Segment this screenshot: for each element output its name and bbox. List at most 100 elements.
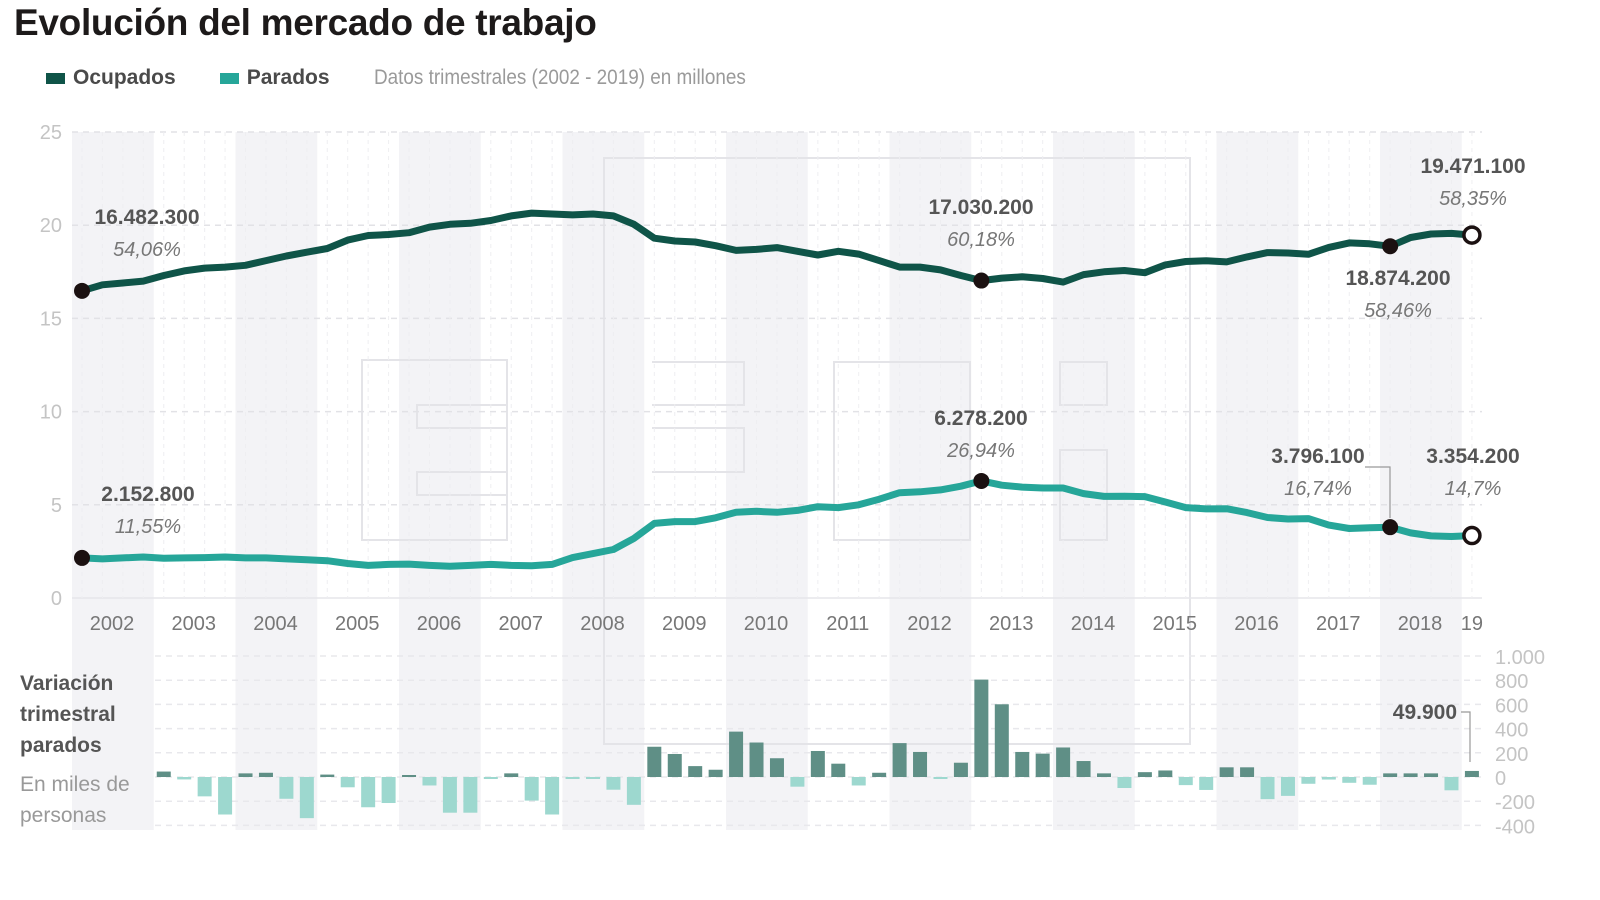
variation-bar xyxy=(1403,773,1418,777)
variation-bar xyxy=(1260,777,1275,800)
annotation-value: 16.482.300 xyxy=(94,206,199,229)
bar-chart-title: parados xyxy=(20,734,102,757)
variation-bar xyxy=(831,763,846,777)
variation-bar xyxy=(913,751,928,777)
x-tick-label: 2017 xyxy=(1316,613,1361,635)
variation-bar xyxy=(504,773,519,777)
variation-bar xyxy=(361,777,376,808)
variation-bar xyxy=(606,777,621,790)
variation-bar xyxy=(1076,761,1091,777)
x-tick-label: 2011 xyxy=(826,613,869,635)
annotation-leader xyxy=(1365,466,1391,518)
bar-chart-title: Variación xyxy=(20,672,113,695)
legend-swatch-parados xyxy=(219,72,239,84)
year-band xyxy=(889,132,972,650)
legend-item-ocupados: Ocupados xyxy=(46,66,176,90)
y-tick-label: 10 xyxy=(40,402,62,424)
annotation-point xyxy=(74,549,90,566)
annotation-rate: 11,55% xyxy=(115,516,181,538)
variation-bar xyxy=(218,777,233,815)
variation-bar xyxy=(1178,777,1193,786)
annotation-point xyxy=(74,282,90,299)
variation-bar xyxy=(647,746,662,777)
variation-bar xyxy=(442,777,457,813)
y-tick-label: 15 xyxy=(40,308,62,330)
y-tick-label: 0 xyxy=(51,588,62,610)
variation-bar xyxy=(1424,773,1439,777)
year-band xyxy=(235,132,318,650)
variation-bar xyxy=(688,766,703,777)
variation-bar xyxy=(279,777,294,799)
bar-annotation-leader xyxy=(1461,711,1471,762)
variation-bar xyxy=(197,777,212,797)
variation-bar xyxy=(994,704,1009,777)
bar-y-tick-label: 0 xyxy=(1495,768,1506,790)
annotation-value: 2.152.800 xyxy=(101,483,194,506)
bar-y-tick-label: 600 xyxy=(1495,695,1528,717)
annotation-point xyxy=(1382,238,1399,255)
series-lines xyxy=(78,209,1476,570)
variation-bar xyxy=(463,777,478,813)
y-axis-ticks: 0 5 10 15 20 25 xyxy=(40,122,62,610)
bar-chart-unit: En miles de xyxy=(20,773,130,796)
variation-bar xyxy=(933,777,948,779)
year-bands xyxy=(72,132,1462,830)
legend-label: Ocupados xyxy=(73,66,176,89)
year-band xyxy=(1380,650,1462,830)
variation-bar xyxy=(1362,777,1377,785)
x-tick-label: 2008 xyxy=(580,613,625,635)
legend: Ocupados Parados Datos trimestrales (200… xyxy=(46,66,831,90)
x-tick-label: 2015 xyxy=(1153,613,1198,635)
variation-bar xyxy=(1240,767,1255,777)
variation-bar xyxy=(483,777,498,779)
y-tick-label: 5 xyxy=(51,495,62,517)
year-band xyxy=(1053,650,1135,830)
year-band xyxy=(1380,132,1462,650)
annotation-value: 18.874.200 xyxy=(1345,267,1450,290)
bar-y-tick-label: -200 xyxy=(1495,792,1535,814)
annotation-rate: 16,74% xyxy=(1284,478,1352,500)
annotation-value: 6.278.200 xyxy=(934,407,1027,430)
annotation-rate: 60,18% xyxy=(947,229,1015,251)
bar-y-tick-label: -400 xyxy=(1495,816,1535,838)
variation-bar xyxy=(156,771,171,777)
variation-bar xyxy=(626,777,641,805)
bar-y-tick-label: 400 xyxy=(1495,720,1528,742)
variation-bar xyxy=(1015,751,1030,777)
year-band xyxy=(1216,132,1299,650)
year-band xyxy=(726,132,808,650)
variation-bar xyxy=(1444,777,1459,791)
x-tick-label: 2013 xyxy=(989,613,1034,635)
year-band xyxy=(889,650,972,830)
variation-bar xyxy=(851,777,866,786)
variation-bar xyxy=(1097,773,1111,777)
variation-bar xyxy=(790,777,805,787)
y-tick-label: 25 xyxy=(40,122,62,144)
x-tick-label: 2016 xyxy=(1234,613,1279,635)
annotation-rate: 54,06% xyxy=(113,239,181,261)
x-tick-label: 2018 xyxy=(1398,613,1443,635)
variation-bar xyxy=(769,758,784,777)
x-tick-label: 2007 xyxy=(499,613,544,635)
x-tick-label: 2010 xyxy=(744,613,789,635)
annotation-rate: 26,94% xyxy=(946,440,1015,462)
variation-bar xyxy=(749,742,764,777)
annotation-rate: 14,7% xyxy=(1445,478,1502,500)
chart-subtitle: Datos trimestrales (2002 - 2019) en mill… xyxy=(373,66,746,89)
variation-bar xyxy=(299,777,314,819)
variation-bar xyxy=(1280,777,1295,796)
bar-y-tick-label: 200 xyxy=(1495,744,1528,766)
bar-chart-unit: personas xyxy=(20,804,106,827)
variation-bar xyxy=(177,777,192,780)
variation-bar xyxy=(422,777,437,786)
variation-bar xyxy=(1056,747,1071,777)
variation-bar xyxy=(1219,767,1234,777)
annotation-value: 17.030.200 xyxy=(928,196,1033,219)
year-band xyxy=(72,650,154,830)
legend-item-parados: Parados xyxy=(219,66,330,90)
year-band xyxy=(1216,650,1299,830)
bar-annotation-value: 49.900 xyxy=(1393,701,1457,724)
x-tick-label: 2004 xyxy=(253,613,298,635)
bar-chart-title: trimestral xyxy=(20,703,116,726)
